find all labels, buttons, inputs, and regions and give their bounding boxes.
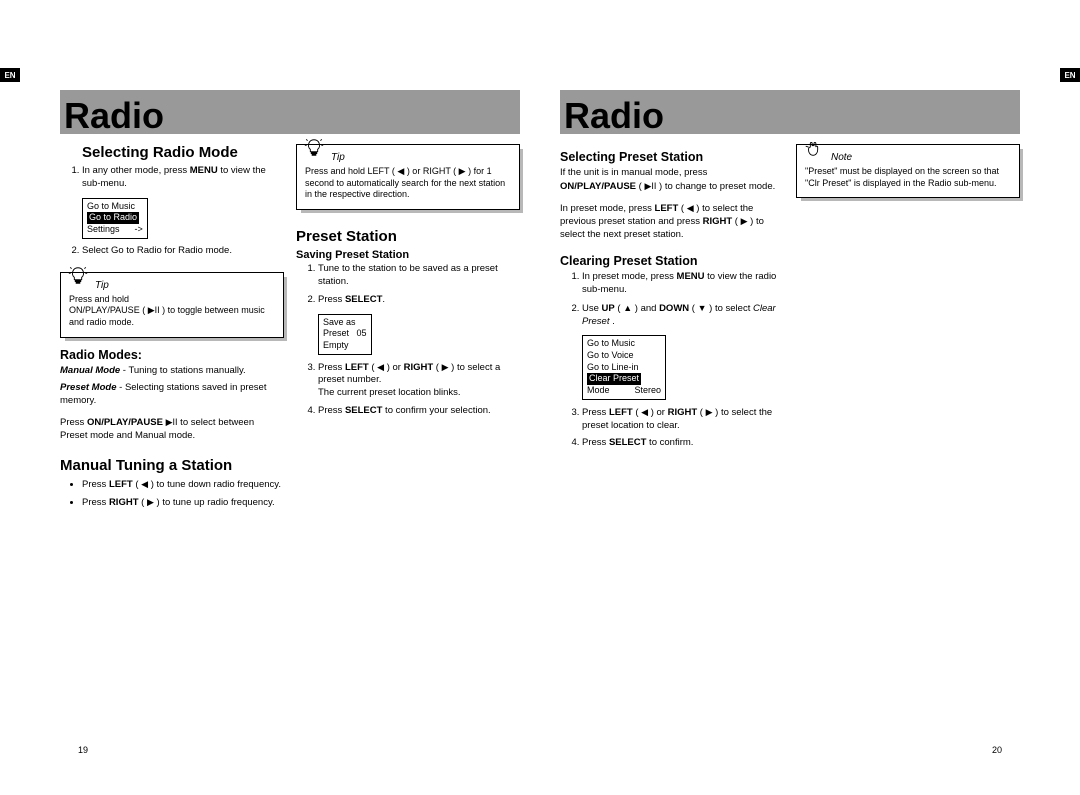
steps-clearing-preset-2: Press LEFT ( ◀ ) or RIGHT ( ▶ ) to selec… — [582, 406, 784, 450]
step-4: Press SELECT to confirm your selection. — [318, 405, 520, 418]
mode-toggle-desc: Press ON/PLAY/PAUSE ▶II to select betwee… — [60, 416, 284, 443]
section-saving-preset: Saving Preset Station — [296, 249, 520, 261]
note-box-preset: Note "Preset" must be displayed on the s… — [796, 144, 1020, 198]
tip-label: Tip — [331, 151, 345, 164]
lightbulb-icon — [67, 265, 89, 287]
step-2: Use UP ( ▲ ) and DOWN ( ▼ ) to select Cl… — [582, 302, 784, 329]
menu-box-clear-preset: Go to Music Go to Voice Go to Line-in Cl… — [582, 335, 666, 399]
section-radio-modes: Radio Modes: — [60, 348, 284, 362]
menu-box-save-preset: Save as Preset 05 Empty — [318, 314, 372, 355]
steps-selecting-radio-mode-2: Select Go to Radio for Radio mode. — [82, 245, 284, 258]
section-preset-station: Preset Station — [296, 228, 520, 245]
tip-box-search: Tip Press and hold LEFT ( ◀ ) or RIGHT (… — [296, 144, 520, 210]
col-c: Selecting Preset Station If the unit is … — [560, 144, 784, 455]
note-hand-icon — [803, 137, 825, 159]
section-clearing-preset: Clearing Preset Station — [560, 254, 784, 268]
preset-mode-desc: Preset Mode - Selecting stations saved i… — [60, 382, 284, 408]
bullet-tune-up: Press RIGHT ( ▶ ) to tune up radio frequ… — [82, 496, 284, 510]
steps-clearing-preset: In preset mode, press MENU to view the r… — [582, 271, 784, 328]
page-20: Radio Selecting Preset Station If the un… — [540, 90, 1020, 740]
tip-label: Tip — [95, 279, 109, 292]
col-b: Tip Press and hold LEFT ( ◀ ) or RIGHT (… — [296, 144, 520, 515]
steps-saving-preset: Tune to the station to be saved as a pre… — [318, 263, 520, 306]
header-bar-left: Radio — [60, 90, 520, 134]
section-manual-tuning: Manual Tuning a Station — [60, 457, 284, 474]
page-19: Radio Selecting Radio Mode In any other … — [60, 90, 540, 740]
header-bar-right: Radio — [560, 90, 1020, 134]
page-title-left: Radio — [64, 98, 164, 134]
step-3: Press LEFT ( ◀ ) or RIGHT ( ▶ ) to selec… — [318, 361, 520, 400]
step-1: In preset mode, press MENU to view the r… — [582, 271, 784, 297]
tip-text: Press and hold LEFT ( ◀ ) or RIGHT ( ▶ )… — [305, 166, 511, 201]
steps-saving-preset-2: Press LEFT ( ◀ ) or RIGHT ( ▶ ) to selec… — [318, 361, 520, 418]
columns-left: Selecting Radio Mode In any other mode, … — [60, 144, 520, 515]
selecting-preset-p2: In preset mode, press LEFT ( ◀ ) to sele… — [560, 202, 784, 242]
columns-right: Selecting Preset Station If the unit is … — [560, 144, 1020, 455]
note-text: "Preset" must be displayed on the screen… — [805, 166, 1011, 189]
page-title-right: Radio — [564, 98, 664, 134]
lang-tab-left: EN — [0, 68, 20, 82]
col-d: Note "Preset" must be displayed on the s… — [796, 144, 1020, 455]
step-1: Tune to the station to be saved as a pre… — [318, 263, 520, 289]
page-number-right: 20 — [992, 745, 1002, 755]
steps-selecting-radio-mode: In any other mode, press MENU to view th… — [82, 165, 284, 191]
section-selecting-preset: Selecting Preset Station — [560, 150, 784, 164]
page-spread: Radio Selecting Radio Mode In any other … — [60, 90, 1020, 740]
bullet-tune-down: Press LEFT ( ◀ ) to tune down radio freq… — [82, 478, 284, 492]
step-1: In any other mode, press MENU to view th… — [82, 165, 284, 191]
step-4: Press SELECT to confirm. — [582, 437, 784, 450]
page-number-left: 19 — [78, 745, 88, 755]
lightbulb-icon — [303, 137, 325, 159]
tip-box-toggle: Tip Press and hold ON/PLAY/PAUSE ( ▶II )… — [60, 272, 284, 338]
selecting-preset-p1: If the unit is in manual mode, press ON/… — [560, 167, 784, 194]
col-a: Selecting Radio Mode In any other mode, … — [60, 144, 284, 515]
step-2: Select Go to Radio for Radio mode. — [82, 245, 284, 258]
section-selecting-radio-mode: Selecting Radio Mode — [82, 144, 284, 161]
menu-box-radio-mode: Go to Music Go to Radio Settings -> — [82, 198, 148, 239]
step-3: Press LEFT ( ◀ ) or RIGHT ( ▶ ) to selec… — [582, 406, 784, 433]
lang-tab-right: EN — [1060, 68, 1080, 82]
bullets-manual-tuning: Press LEFT ( ◀ ) to tune down radio freq… — [82, 478, 284, 511]
tip-text: Press and hold ON/PLAY/PAUSE ( ▶II ) to … — [69, 294, 275, 329]
manual-mode-desc: Manual Mode - Tuning to stations manuall… — [60, 365, 284, 378]
step-2: Press SELECT. — [318, 294, 520, 307]
note-label: Note — [831, 151, 852, 164]
